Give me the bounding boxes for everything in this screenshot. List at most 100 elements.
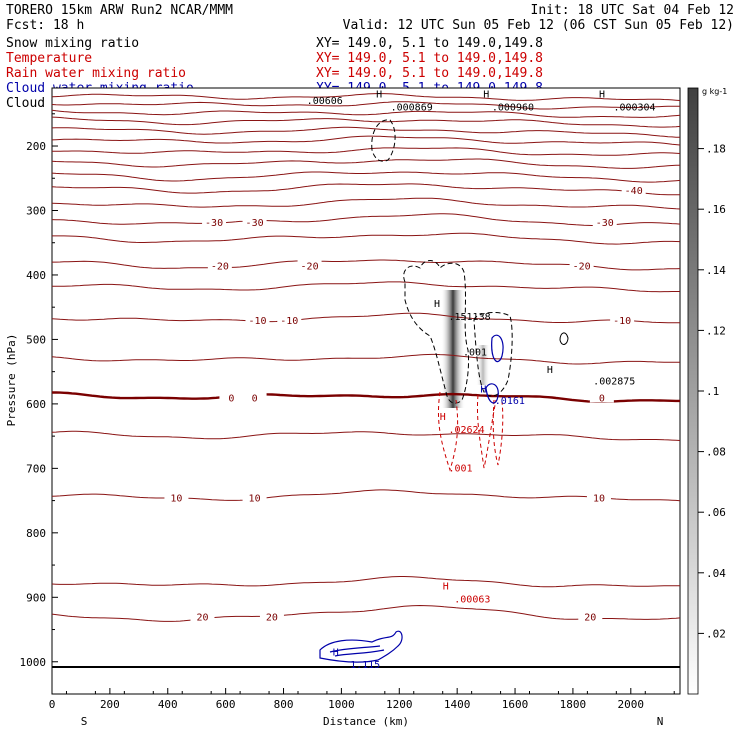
max-value-label: .000960 xyxy=(492,103,534,114)
plot-frame xyxy=(51,87,681,695)
x-axis-left-end: S xyxy=(81,715,88,728)
legend-field-xy: XY= 149.0, 5.1 to 149.0,149.8 xyxy=(316,51,543,66)
colorbar-tick-label: .04 xyxy=(706,567,726,580)
header-line2-right: Valid: 12 UTC Sun 05 Feb 12 (06 CST Sun … xyxy=(343,18,734,33)
isotherm-label: -30 xyxy=(246,218,264,229)
isotherm-label: 10 xyxy=(593,493,605,504)
x-tick-label: 1400 xyxy=(444,698,471,711)
rain-contour-right2 xyxy=(492,399,504,466)
rain-contour-left xyxy=(437,391,459,472)
isotherm-label-bg xyxy=(297,259,322,271)
isotherm-label-bg xyxy=(219,391,244,403)
isotherm-label-bg xyxy=(245,314,270,326)
y-axis: 200 300 400 500 600 700 800 900 1000 xyxy=(20,113,58,669)
y-axis-label: Pressure (hPa) xyxy=(5,334,18,427)
isotherm-line xyxy=(52,232,680,245)
isotherm-line xyxy=(52,353,680,365)
max-marker-h: H xyxy=(483,90,489,101)
snow-contour-upper xyxy=(403,260,469,404)
isotherm-line xyxy=(52,135,680,146)
maxima-markers: H H H H H H H H H xyxy=(333,90,605,659)
max-value-label: .002875 xyxy=(593,377,635,388)
isotherm-line xyxy=(52,430,680,441)
snow-contour-small xyxy=(371,119,396,162)
ice-contour-right xyxy=(559,332,569,345)
isotherm-label: 20 xyxy=(584,613,596,624)
temperature-isotherms: 20 20 20 10 10 10 0 0 0 -10 -10 -10 -20 -20 -20 -30 -30 -… xyxy=(52,93,680,624)
x-axis-label: Distance (km) xyxy=(323,715,409,728)
isotherm-label-bg xyxy=(259,610,284,622)
cloud-water-contour-mid xyxy=(485,334,504,404)
isotherm-line xyxy=(52,101,680,110)
colorbar-tick-label: .08 xyxy=(706,446,726,459)
isotherm-label-bg xyxy=(242,216,267,228)
x-tick-label: 600 xyxy=(216,698,236,711)
isotherm-label: -40 xyxy=(625,186,643,197)
isotherm-label: -30 xyxy=(596,218,614,229)
max-value-label: .000304 xyxy=(613,103,655,114)
isotherm-line xyxy=(52,576,680,588)
cloud-water-contour-low xyxy=(319,630,403,663)
isotherm-line xyxy=(52,171,680,183)
isotherm-label-bg xyxy=(190,610,215,622)
legend-field-name: Temperature xyxy=(6,51,92,66)
isotherm-line xyxy=(52,93,680,101)
x-tick-label: 1000 xyxy=(328,698,355,711)
isotherm-line xyxy=(52,213,680,226)
legend-field-name: Snow mixing ratio xyxy=(6,36,139,51)
colorbar: g kg-1 .02 .04 .06 .08 .1 .12 .14 .16 .18 xyxy=(687,87,727,695)
isotherm-label: 10 xyxy=(170,493,182,504)
colorbar-tick-label: .16 xyxy=(706,203,726,216)
isotherm-label: -10 xyxy=(248,316,266,327)
isotherm-label-bg xyxy=(621,183,646,195)
colorbar-tick-label: .14 xyxy=(706,264,726,277)
x-axis-right-end: N xyxy=(657,715,664,728)
isotherm-label-bg xyxy=(569,259,594,271)
isotherm-label: -20 xyxy=(211,261,229,272)
isotherm-label-bg xyxy=(578,610,603,622)
isotherm-label-bg xyxy=(242,391,267,403)
isotherm-label-bg xyxy=(592,216,617,228)
colorbar-tick-label: .12 xyxy=(706,324,726,337)
max-value-label: 1.115 xyxy=(350,660,380,671)
isotherm-label: 20 xyxy=(266,613,278,624)
colorbar-tick-label: .1 xyxy=(706,385,719,398)
isotherm-label-bg xyxy=(207,259,232,271)
y-tick-label: 900 xyxy=(26,591,46,604)
isotherm-line xyxy=(52,126,680,138)
max-value-label: .02624 xyxy=(448,425,484,436)
max-value-label: .000869 xyxy=(391,103,433,114)
x-axis: 0 200 400 600 800 1000 1200 1400 1600 1800 2000 xyxy=(49,688,675,711)
max-value-label: .0161 xyxy=(495,396,525,407)
isotherm-label-bg xyxy=(202,216,227,228)
y-tick-label: 500 xyxy=(26,333,46,346)
snow-core-main xyxy=(441,290,465,408)
isotherm-line xyxy=(52,183,680,196)
isotherm-label: -10 xyxy=(280,316,298,327)
max-value-label: .001 xyxy=(448,464,472,475)
max-marker-h: H xyxy=(434,299,440,310)
max-marker-h: H xyxy=(480,384,486,395)
max-value-label: .001 xyxy=(463,348,487,359)
colorbar-tick-label: .06 xyxy=(706,506,726,519)
x-tick-label: 2000 xyxy=(618,698,645,711)
max-marker-h: H xyxy=(547,365,553,376)
colorbar-tick-label: .02 xyxy=(706,627,726,640)
max-marker-h: H xyxy=(599,90,605,101)
isotherm-line xyxy=(52,158,680,169)
x-tick-label: 1200 xyxy=(386,698,413,711)
isotherm-label: 0 xyxy=(599,393,605,404)
max-value-label: .00063 xyxy=(454,594,490,605)
isotherm-line xyxy=(52,391,680,403)
y-tick-label: 400 xyxy=(26,269,46,282)
isotherm-line xyxy=(52,312,680,324)
colorbar-strip xyxy=(687,87,699,695)
isotherm-line xyxy=(52,197,680,210)
max-marker-h: H xyxy=(440,412,446,423)
x-tick-label: 1600 xyxy=(502,698,529,711)
isotherm-label: 0 xyxy=(228,393,234,404)
max-marker-h: H xyxy=(376,90,382,101)
max-value-label: .00606 xyxy=(307,96,343,107)
rain-contour-right xyxy=(476,394,497,469)
